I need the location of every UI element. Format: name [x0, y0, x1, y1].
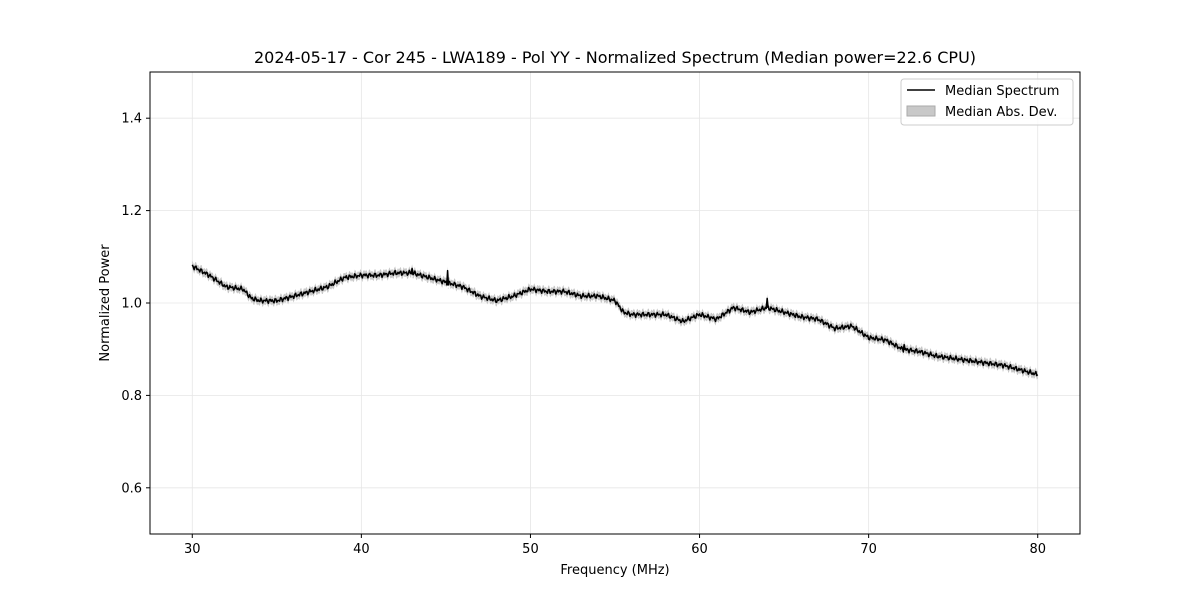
x-tick-label: 60: [691, 542, 708, 557]
x-tick-label: 50: [522, 542, 539, 557]
y-axis-ticks: 0.6 0.8 1.0 1.2 1.4: [121, 112, 150, 496]
x-axis-ticks: 30 40 50 60 70 80: [184, 534, 1046, 557]
y-tick-label: 1.2: [121, 204, 142, 219]
y-axis-label: Normalized Power: [98, 244, 113, 362]
x-tick-label: 70: [860, 542, 877, 557]
legend-median-abs-dev: Median Abs. Dev.: [945, 105, 1057, 120]
x-tick-label: 40: [353, 542, 370, 557]
y-tick-label: 1.4: [121, 112, 142, 127]
legend-median-spectrum: Median Spectrum: [945, 84, 1059, 99]
legend-box: [900, 78, 1074, 126]
legend: Median Spectrum Median Abs. Dev.: [900, 78, 1074, 126]
x-tick-label: 30: [184, 542, 201, 557]
y-tick-label: 1.0: [121, 297, 142, 312]
x-tick-label: 80: [1029, 542, 1046, 557]
legend-band-swatch: [906, 105, 936, 117]
x-axis-label: Frequency (MHz): [560, 563, 669, 578]
median-spectrum-line: [191, 264, 1039, 377]
chart-title: 2024-05-17 - Cor 245 - LWA189 - Pol YY -…: [254, 48, 976, 67]
median-line-layer: [191, 264, 1039, 377]
y-tick-label: 0.6: [121, 481, 142, 496]
y-tick-label: 0.8: [121, 389, 142, 404]
